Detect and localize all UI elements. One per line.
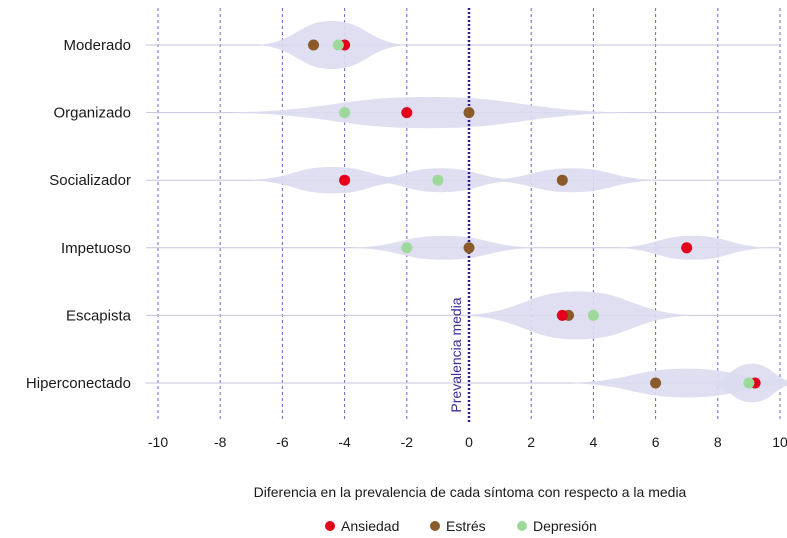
point-depresion-moderado [332, 39, 344, 51]
point-ansiedad-socializador [339, 174, 351, 186]
x-tick-label-4: 4 [590, 434, 598, 450]
reference-line-label: Prevalencia media [448, 297, 464, 412]
x-tick-label-10: 10 [772, 434, 787, 450]
point-depresion-escapista [587, 309, 599, 321]
reference-line-group: Prevalencia media [448, 8, 471, 422]
category-label-hiperconectado: Hiperconectado [26, 375, 131, 392]
violin-moderado-0 [257, 21, 407, 69]
point-estres-hiperconectado [650, 377, 662, 389]
x-tick-label--6: -6 [276, 434, 289, 450]
legend-label-ansiedad: Ansiedad [341, 518, 399, 534]
legend-label-estres: Estrés [446, 518, 486, 534]
category-label-escapista: Escapista [66, 307, 132, 324]
x-tick-label--2: -2 [401, 434, 414, 450]
legend-swatch-ansiedad [325, 521, 335, 531]
legend: Ansiedad Estrés Depresión [325, 518, 597, 534]
violin-socializador-2 [484, 168, 659, 193]
vertical-gridlines [157, 8, 781, 422]
point-ansiedad-organizado [401, 107, 413, 119]
violin-escapista-0 [462, 291, 693, 340]
violin-socializador-0 [248, 167, 417, 194]
legend-swatch-depresion [517, 521, 527, 531]
x-axis-title: Diferencia en la prevalencia de cada sín… [254, 484, 687, 500]
x-tick-labels: -10 -8 -6 -4 -2 0 2 4 6 8 10 [148, 434, 787, 450]
category-label-organizado: Organizado [53, 105, 131, 122]
category-labels: Moderado Organizado Socializador Impetuoso E… [26, 37, 132, 392]
legend-label-depresion: Depresión [533, 518, 597, 534]
x-tick-label--8: -8 [214, 434, 227, 450]
point-estres-organizado [463, 107, 475, 119]
violin-organizado-0 [226, 97, 631, 129]
legend-item-ansiedad: Ansiedad [325, 518, 399, 534]
point-depresion-hiperconectado [743, 377, 755, 389]
point-depresion-impetuoso [401, 242, 413, 254]
category-label-moderado: Moderado [63, 37, 131, 54]
x-tick-label-8: 8 [714, 434, 722, 450]
x-tick-label-2: 2 [527, 434, 535, 450]
violin-impetuoso-0 [350, 235, 538, 260]
data-points [308, 39, 761, 389]
x-tick-label--10: -10 [148, 434, 168, 450]
violin-shapes [226, 21, 787, 403]
point-depresion-organizado [339, 107, 351, 119]
point-estres-moderado [308, 39, 319, 51]
legend-item-estres: Estrés [430, 518, 486, 534]
point-ansiedad-escapista [556, 309, 568, 321]
violin-impetuoso-1 [615, 235, 771, 260]
x-tick-label--4: -4 [338, 434, 351, 450]
point-depresion-socializador [432, 174, 444, 186]
legend-item-depresion: Depresión [517, 518, 597, 534]
point-ansiedad-impetuoso [681, 242, 693, 254]
x-tick-label-6: 6 [652, 434, 660, 450]
legend-swatch-estres [430, 521, 440, 531]
point-estres-impetuoso [463, 242, 475, 254]
category-label-impetuoso: Impetuoso [61, 240, 131, 257]
point-estres-socializador [556, 174, 568, 186]
x-tick-label-0: 0 [465, 434, 473, 450]
category-label-socializador: Socializador [49, 172, 131, 189]
